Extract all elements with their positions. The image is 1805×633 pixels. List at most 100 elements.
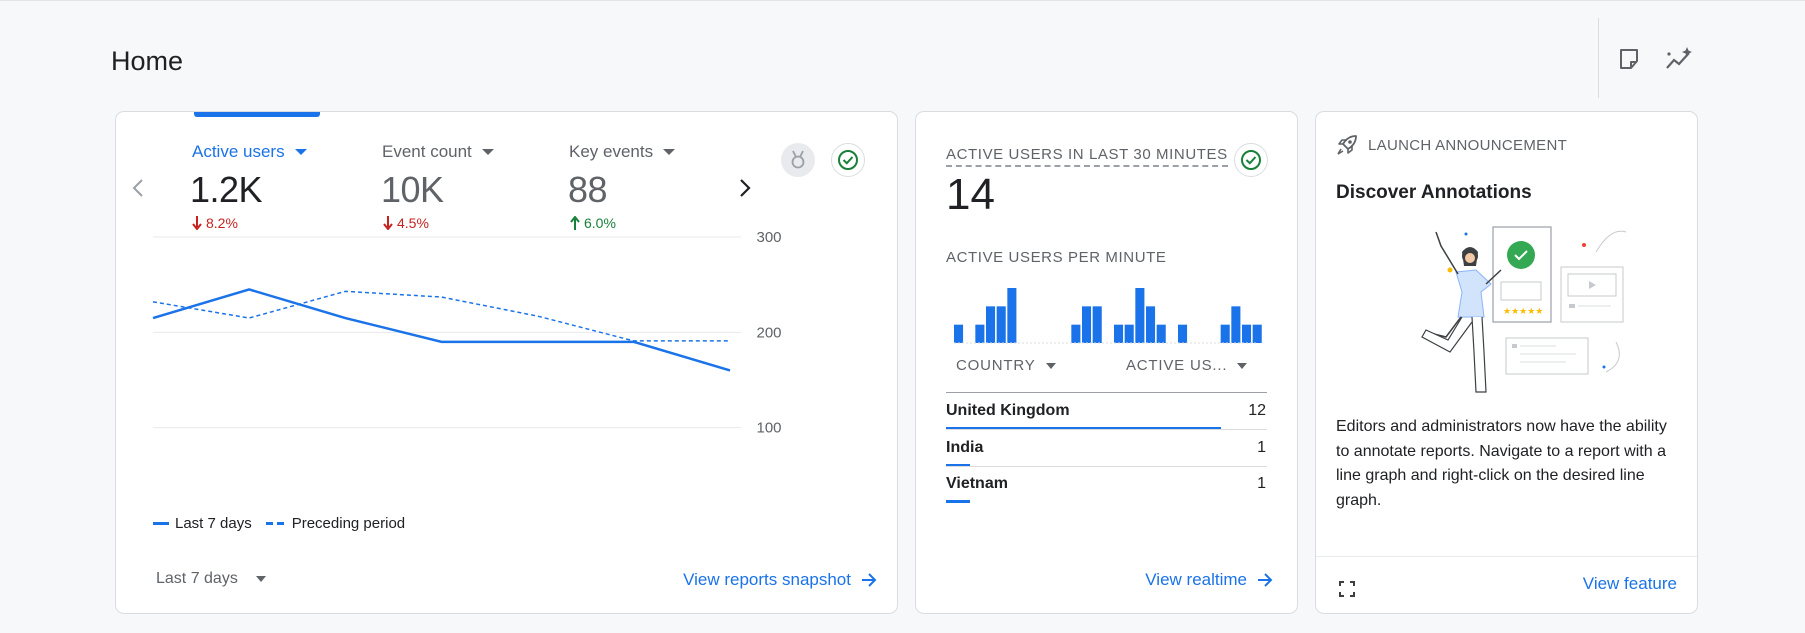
- y-tick-label: 100: [756, 420, 781, 437]
- per-minute-title: ACTIVE USERS PER MINUTE: [946, 249, 1167, 266]
- minute-bar[interactable]: [1114, 324, 1124, 343]
- note-icon[interactable]: [1614, 44, 1644, 74]
- legend-swatch-dashed: [265, 522, 286, 525]
- per-minute-bar-chart: [954, 288, 1262, 344]
- kicker-text: LAUNCH ANNOUNCEMENT: [1368, 136, 1568, 154]
- table-row-country: United Kingdom: [946, 402, 1070, 419]
- minute-bar[interactable]: [1092, 306, 1102, 343]
- arrow-down-icon: [383, 216, 393, 230]
- date-range-dropdown[interactable]: Last 7 days: [156, 570, 266, 588]
- table-row-value: 1: [1257, 439, 1266, 456]
- series-line-preceding-period[interactable]: [152, 290, 730, 342]
- chevron-left-icon[interactable]: [124, 174, 152, 202]
- minute-bar[interactable]: [954, 324, 964, 343]
- minute-bar[interactable]: [1071, 324, 1081, 343]
- rocket-icon: [1337, 135, 1357, 155]
- metric-value-active-users: 1.2K: [190, 169, 263, 210]
- announcement-title: Discover Annotations: [1336, 182, 1532, 203]
- metric-label: Active users: [192, 142, 285, 161]
- table-row-value: 12: [1248, 402, 1266, 419]
- legend-label: Last 7 days: [175, 515, 252, 532]
- arrow-down-icon: [192, 216, 202, 230]
- view-feature-link[interactable]: View feature: [1583, 574, 1677, 594]
- medal-icon[interactable]: [781, 143, 815, 177]
- table-row-country: India: [946, 439, 984, 456]
- overview-card: Active users 1.2K 8.2% Event count 10K 4…: [115, 111, 898, 614]
- metric-label: Event count: [382, 142, 472, 161]
- view-realtime-link[interactable]: View realtime: [1145, 570, 1273, 590]
- check-circle-icon[interactable]: [1234, 143, 1268, 177]
- svg-text:★★★★★: ★★★★★: [1503, 307, 1543, 317]
- series-line-last-7-days[interactable]: [152, 288, 731, 372]
- link-label: View realtime: [1145, 570, 1247, 589]
- metric-change-text: 8.2%: [206, 215, 238, 231]
- active-tab-indicator: [194, 112, 320, 117]
- minute-bar[interactable]: [1231, 306, 1241, 343]
- date-range-label: Last 7 days: [156, 570, 238, 587]
- active-users-column-header[interactable]: ACTIVE US...: [1126, 357, 1248, 374]
- arrow-right-icon: [1258, 573, 1273, 587]
- realtime-value: 14: [946, 170, 995, 219]
- caret-down-icon: [481, 149, 494, 155]
- metric-tab-active-users[interactable]: Active users: [192, 142, 307, 162]
- metric-label: Key events: [569, 142, 654, 161]
- y-tick-label: 200: [756, 324, 781, 341]
- caret-down-icon: [1045, 362, 1056, 369]
- column-label: ACTIVE US...: [1126, 357, 1228, 374]
- realtime-title[interactable]: ACTIVE USERS IN LAST 30 MINUTES: [946, 146, 1228, 167]
- metric-tab-key-events[interactable]: Key events: [569, 142, 676, 162]
- minute-bar[interactable]: [1242, 324, 1252, 343]
- link-label: View feature: [1582, 574, 1677, 593]
- table-row-value: 1: [1257, 475, 1266, 492]
- minute-bar[interactable]: [996, 306, 1006, 343]
- minute-bar[interactable]: [1007, 288, 1017, 343]
- minute-bar[interactable]: [975, 324, 985, 343]
- table-row-divider: [946, 466, 1267, 467]
- table-row-bar: [946, 464, 970, 467]
- column-label: COUNTRY: [956, 357, 1036, 374]
- legend-item-previous: Preceding period: [265, 515, 406, 532]
- country-column-header[interactable]: COUNTRY: [956, 357, 1056, 374]
- legend-label: Preceding period: [291, 515, 406, 532]
- chart-legend: Last 7 days Preceding period: [153, 515, 405, 532]
- announcement-body: Editors and administrators now have the …: [1336, 418, 1667, 509]
- metric-change-active-users: 8.2%: [192, 215, 238, 231]
- metric-value-key-events: 88: [568, 169, 608, 210]
- legend-swatch-solid: [153, 522, 169, 525]
- minute-bar[interactable]: [1082, 306, 1092, 343]
- minute-bar[interactable]: [1124, 324, 1134, 343]
- minute-bar[interactable]: [1156, 324, 1166, 343]
- view-reports-snapshot-link[interactable]: View reports snapshot: [683, 570, 877, 590]
- minute-bar[interactable]: [1146, 306, 1156, 343]
- fullscreen-icon[interactable]: [1334, 576, 1360, 602]
- chevron-right-icon[interactable]: [731, 174, 759, 202]
- table-row-country: Vietnam: [946, 475, 1008, 492]
- minute-bar[interactable]: [1135, 288, 1145, 343]
- insights-sparkle-icon[interactable]: [1665, 44, 1695, 74]
- page-title: Home: [111, 46, 184, 76]
- caret-down-icon: [294, 149, 307, 155]
- link-label: View reports snapshot: [683, 570, 851, 589]
- announcement-kicker: LAUNCH ANNOUNCEMENT: [1336, 134, 1567, 156]
- minute-bar[interactable]: [1220, 324, 1230, 343]
- arrow-up-icon: [570, 216, 580, 230]
- table-row-divider: [946, 429, 1267, 430]
- minute-bar[interactable]: [1252, 324, 1262, 343]
- metric-value-event-count: 10K: [381, 169, 444, 210]
- announcement-card: LAUNCH ANNOUNCEMENT Discover Annotations…: [1315, 111, 1698, 614]
- caret-down-icon: [663, 149, 676, 155]
- caret-down-icon: [1237, 362, 1248, 369]
- realtime-card: ACTIVE USERS IN LAST 30 MINUTES 14 ACTIV…: [915, 111, 1298, 614]
- metric-tab-event-count[interactable]: Event count: [382, 142, 494, 162]
- y-tick-label: 300: [756, 229, 781, 246]
- table-row-bar: [946, 427, 1221, 430]
- header-divider: [1598, 18, 1599, 98]
- check-circle-icon[interactable]: [831, 143, 865, 177]
- metric-change-key-events: 6.0%: [570, 215, 616, 231]
- legend-item-current: Last 7 days: [153, 515, 252, 532]
- metric-change-event-count: 4.5%: [383, 215, 429, 231]
- minute-bar[interactable]: [986, 306, 996, 343]
- annotations-illustration: ★★★★★: [1421, 226, 1627, 393]
- minute-bar[interactable]: [1178, 324, 1188, 343]
- metric-change-text: 6.0%: [584, 215, 616, 231]
